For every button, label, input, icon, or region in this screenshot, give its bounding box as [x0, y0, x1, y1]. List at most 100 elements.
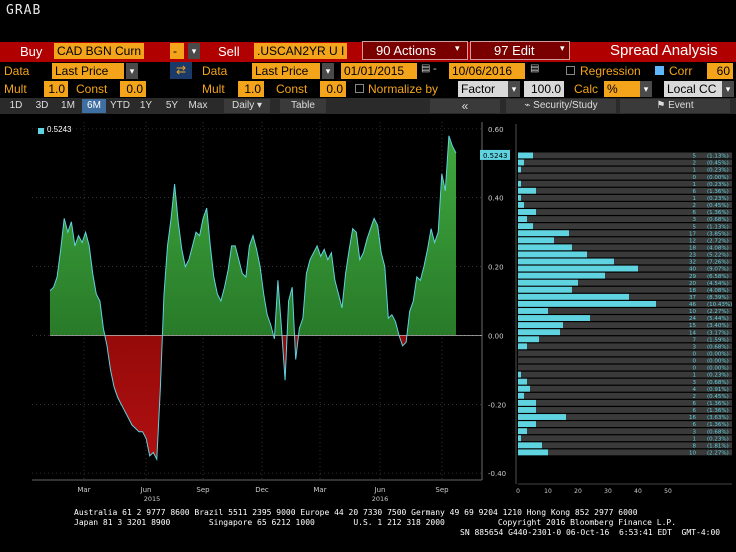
buy-dropdown-icon[interactable]: ▾: [188, 43, 200, 59]
histogram-pct-label: (3.85%): [707, 231, 729, 237]
histogram-pct-label: (4.08%): [707, 288, 729, 294]
range-button-1y[interactable]: 1Y: [139, 100, 153, 111]
histogram-count-label: 0: [693, 175, 697, 181]
histogram-pct-label: (0.00%): [707, 175, 729, 181]
histogram-pct-label: (0.68%): [707, 380, 729, 386]
back-icon[interactable]: «: [430, 99, 500, 113]
security-study-button[interactable]: ⌁ Security/Study: [506, 99, 616, 113]
histogram-count-label: 1: [693, 196, 697, 202]
end-date-field[interactable]: 10/06/2016: [449, 63, 525, 79]
corr-checkbox[interactable]: [655, 66, 664, 75]
histogram-bar: [518, 293, 629, 300]
x-tick-label: Mar: [313, 486, 326, 494]
range-button-1m[interactable]: 1M: [61, 100, 75, 111]
chart-icon: ⌁: [524, 100, 534, 111]
histogram-pct-label: (0.45%): [707, 394, 729, 400]
factor-value-field[interactable]: 100.0: [524, 81, 564, 97]
factor-dropdown-icon[interactable]: ▾: [508, 81, 520, 97]
calendar-icon[interactable]: ▤: [421, 63, 431, 74]
histogram-bar-bg: [518, 421, 732, 428]
histogram-pct-label: (5.44%): [707, 316, 729, 322]
currency-field[interactable]: Local CC: [664, 81, 722, 97]
histogram-count-label: 1: [693, 182, 697, 188]
histogram-bar: [518, 265, 638, 272]
histogram-count-label: 12: [689, 238, 696, 244]
range-button-ytd[interactable]: YTD: [110, 100, 130, 111]
histogram-count-label: 6: [693, 422, 697, 428]
histogram-pct-label: (0.23%): [707, 182, 729, 188]
table-button[interactable]: Table: [280, 99, 326, 113]
histogram-bar: [518, 201, 524, 208]
const2-field[interactable]: 0.0: [320, 81, 346, 97]
histogram-pct-label: (2.27%): [707, 451, 729, 457]
mult2-field[interactable]: 1.0: [238, 81, 264, 97]
spread-chart[interactable]: 0.60 0.40 0.20 0.00 -0.20 -0.40 Mar Jun Sep Dec Ma…: [0, 118, 736, 506]
histogram-bar-bg: [518, 194, 732, 201]
histogram-pct-label: (3.40%): [707, 323, 729, 329]
event-button[interactable]: ⚑ Event: [620, 99, 730, 113]
calc-field[interactable]: %: [604, 81, 640, 97]
histogram-pct-label: (1.36%): [707, 408, 729, 414]
histogram-count-label: 1: [693, 373, 697, 379]
data2-dropdown-icon[interactable]: ▾: [322, 63, 334, 79]
regression-checkbox[interactable]: [566, 66, 575, 75]
histogram-count-label: 6: [693, 401, 697, 407]
histogram-count-label: 1: [693, 436, 697, 442]
histogram-x-tick: 20: [574, 488, 582, 495]
histogram-bar-bg: [518, 371, 732, 378]
calendar-icon-2[interactable]: ▤: [530, 63, 540, 74]
histogram-bar: [518, 378, 527, 385]
start-date-field[interactable]: 01/01/2015: [341, 63, 417, 79]
edit-button[interactable]: 97 Edit: [494, 43, 535, 58]
histogram-pct-label: (1.36%): [707, 189, 729, 195]
period-select[interactable]: Daily ▾: [224, 99, 270, 113]
sell-ticker-field[interactable]: .USCAN2YR U I: [254, 43, 348, 59]
histogram-count-label: 18: [689, 245, 696, 251]
factor-field[interactable]: Factor: [458, 81, 508, 97]
normalize-checkbox[interactable]: [355, 84, 364, 93]
histogram-bar: [518, 407, 536, 413]
series-line: [49, 135, 457, 462]
x-year-label: 2015: [144, 495, 161, 503]
histogram-count-label: 23: [689, 253, 696, 259]
data-field[interactable]: Last Price: [52, 63, 124, 79]
range-button-6m[interactable]: 6M: [82, 99, 106, 113]
histogram-bar: [518, 442, 542, 449]
histogram-bar: [518, 244, 572, 251]
calc-dropdown-icon[interactable]: ▾: [640, 81, 652, 97]
range-button-1d[interactable]: 1D: [9, 100, 23, 111]
histogram-bar-bg: [518, 364, 732, 371]
histogram-bar: [518, 251, 587, 258]
data2-field[interactable]: Last Price: [252, 63, 320, 79]
histogram-x-tick: 50: [664, 488, 672, 495]
buy-ticker-field[interactable]: CAD BGN Curn: [54, 43, 145, 59]
corr-field[interactable]: 60: [707, 63, 733, 79]
histogram-bar: [518, 187, 536, 194]
histogram-bar-bg: [518, 435, 732, 442]
mult-row: Mult 1.0 Const 0.0 Mult 1.0 Const 0.0 No…: [0, 80, 736, 98]
swap-icon[interactable]: ⇄: [170, 62, 192, 79]
minus-field[interactable]: -: [170, 43, 184, 59]
legend-swatch: [38, 128, 44, 134]
mult-field[interactable]: 1.0: [44, 81, 68, 97]
chart-panel: 0.60 0.40 0.20 0.00 -0.20 -0.40 Mar Jun Sep Dec Ma…: [0, 118, 736, 506]
range-button-5y[interactable]: 5Y: [165, 100, 179, 111]
data-dropdown-icon[interactable]: ▾: [126, 63, 138, 79]
currency-dropdown-icon[interactable]: ▾: [722, 81, 734, 97]
histogram-bar-bg: [518, 399, 732, 406]
histogram-bar: [518, 322, 563, 329]
histogram-pct-label: (9.07%): [707, 267, 729, 273]
histogram-bar: [518, 209, 536, 215]
actions-button[interactable]: 90 Actions: [376, 43, 436, 58]
const-label: Const: [76, 82, 108, 96]
const-field[interactable]: 0.0: [120, 81, 146, 97]
range-button-3d[interactable]: 3D: [35, 100, 49, 111]
actions-dropdown-icon: ▾: [455, 43, 460, 53]
range-button-max[interactable]: Max: [188, 100, 208, 111]
histogram-count-label: 6: [693, 189, 697, 195]
y-tick-label: 0.40: [488, 195, 504, 203]
histogram-bar-bg: [518, 180, 732, 187]
histogram-pct-label: (10.43%): [707, 302, 732, 308]
histogram-bar-bg: [518, 414, 732, 420]
histogram-x-tick: 30: [604, 488, 612, 495]
